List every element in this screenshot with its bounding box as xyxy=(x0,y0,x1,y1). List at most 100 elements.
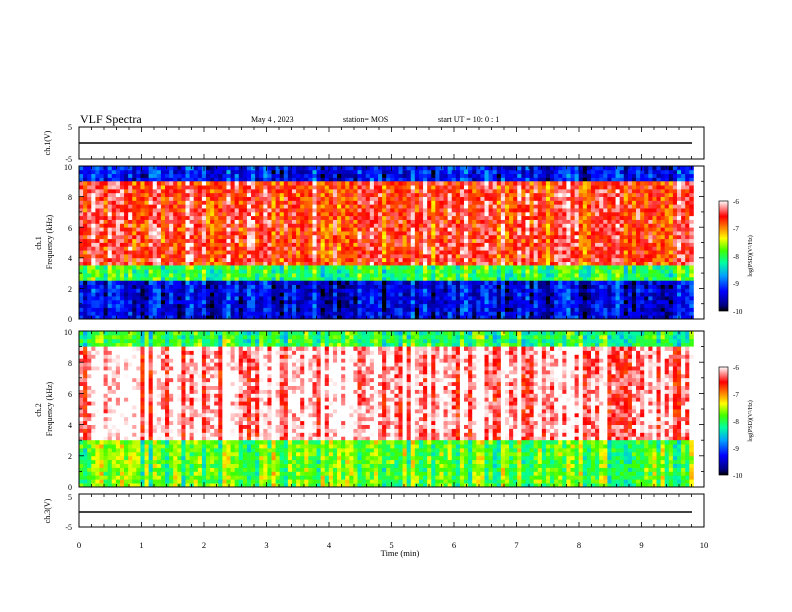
spectrogram-cell xyxy=(246,223,252,228)
spectrogram-cell xyxy=(259,234,264,240)
spectrogram-cell xyxy=(328,223,334,228)
spectrogram-cell xyxy=(595,173,600,178)
spectrogram-cell xyxy=(623,269,629,274)
spectrogram-cell xyxy=(341,204,346,209)
spectrogram-cell xyxy=(91,250,96,255)
spectrogram-cell xyxy=(365,188,371,194)
spectrogram-cell xyxy=(337,188,342,194)
spectrogram-cell xyxy=(398,188,403,194)
spectrogram-cell xyxy=(627,261,633,266)
spectrogram-cell xyxy=(418,307,424,312)
spectrogram-cell xyxy=(214,265,219,270)
spectrogram-cell xyxy=(287,208,293,213)
spectrogram-cell xyxy=(267,257,272,263)
spectrogram-cell xyxy=(541,242,547,247)
spectrogram-cell xyxy=(423,215,428,220)
spectrogram-cell xyxy=(332,211,338,217)
spectrogram-cell xyxy=(623,173,629,178)
spectrogram-cell xyxy=(291,169,297,175)
spectrogram-cell xyxy=(251,166,256,171)
spectrogram-cell xyxy=(238,192,244,197)
spectrogram-cell xyxy=(562,234,567,240)
spectrogram-cell xyxy=(128,223,133,228)
spectrogram-cell xyxy=(558,253,563,259)
spectrogram-cell xyxy=(345,192,350,197)
spectrogram-cell xyxy=(197,307,203,312)
spectrogram-cell xyxy=(337,185,342,190)
spectrogram-cell xyxy=(656,215,662,220)
spectrogram-cell xyxy=(332,253,338,259)
spectrogram-cell xyxy=(263,223,268,228)
spectrogram-cell xyxy=(550,177,555,182)
spectrogram-cell xyxy=(562,166,567,171)
spectrogram-cell xyxy=(193,269,199,274)
spectrogram-cell xyxy=(504,192,510,197)
spectrogram-cell xyxy=(312,227,317,232)
spectrogram-cell xyxy=(115,204,121,209)
spectrogram-cell xyxy=(599,185,604,190)
spectrogram-cell xyxy=(373,166,379,171)
spectrogram-cell xyxy=(607,204,612,209)
spectrogram-cell xyxy=(230,169,236,175)
spectrogram-cell xyxy=(652,253,657,259)
spectrogram-cell xyxy=(345,257,350,263)
spectrogram-cell xyxy=(337,219,342,224)
spectrogram-cell xyxy=(480,273,485,278)
spectrogram-cell xyxy=(316,188,322,194)
spectrogram-cell xyxy=(406,192,412,197)
spectrogram-cell xyxy=(238,181,244,186)
spectrogram-cell xyxy=(246,269,252,274)
spectrogram-cell xyxy=(107,276,113,282)
spectrogram-cell xyxy=(631,166,637,171)
spectrogram-cell xyxy=(623,273,629,278)
spectrogram-cell xyxy=(636,246,641,251)
spectrogram-cell xyxy=(599,269,604,274)
spectrogram-cell xyxy=(640,204,645,209)
spectrogram-cell xyxy=(418,196,424,201)
spectrogram-cell xyxy=(152,177,158,182)
spectrogram-cell xyxy=(361,208,367,213)
spectrogram-cell xyxy=(414,261,420,266)
spectrogram-cell xyxy=(222,211,227,217)
spectrogram-cell xyxy=(451,231,457,236)
spectrogram-cell xyxy=(582,246,588,251)
spectrogram-cell xyxy=(431,173,436,178)
spectrogram-cell xyxy=(623,181,629,186)
spectrogram-cell xyxy=(165,211,170,217)
spectrogram-cell xyxy=(464,253,469,259)
spectrogram-cell xyxy=(586,246,592,251)
spectrogram-cell xyxy=(189,234,195,240)
spectrogram-cell xyxy=(156,265,162,270)
spectrogram-cell xyxy=(545,169,551,175)
spectrogram-cell xyxy=(246,261,252,266)
spectrogram-cell xyxy=(214,169,219,175)
spectrogram-cell xyxy=(324,311,330,316)
spectrogram-cell xyxy=(136,269,141,274)
spectrogram-cell xyxy=(242,166,248,171)
spectrogram-cell xyxy=(185,173,190,178)
spectrogram-cell xyxy=(230,315,236,319)
spectrogram-cell xyxy=(595,246,600,251)
spectrogram-cell xyxy=(681,273,686,278)
spectrogram-cell xyxy=(345,231,350,236)
spectrogram-cell xyxy=(193,227,199,232)
spectrogram-cell xyxy=(242,169,248,175)
spectrogram-cell xyxy=(140,311,145,316)
spectrogram-cell xyxy=(382,227,387,232)
spectrogram-cell xyxy=(459,269,465,274)
spectrogram-cell xyxy=(427,204,432,209)
spectrogram-cell xyxy=(664,188,670,194)
spectrogram-cell xyxy=(480,188,485,194)
spectrogram-cell xyxy=(427,265,432,270)
spectrogram-cell xyxy=(79,185,84,190)
spectrogram-cell xyxy=(291,265,297,270)
spectrogram-cell xyxy=(128,169,133,175)
spectrogram-cell xyxy=(140,238,145,243)
spectrogram-cell xyxy=(521,269,526,274)
spectrogram-cell xyxy=(533,261,539,266)
spectrogram-cell xyxy=(656,223,662,228)
spectrogram-cell xyxy=(308,269,313,274)
spectrogram-cell xyxy=(144,238,150,243)
spectrogram-cell xyxy=(148,185,154,190)
spectrogram-cell xyxy=(152,276,158,282)
